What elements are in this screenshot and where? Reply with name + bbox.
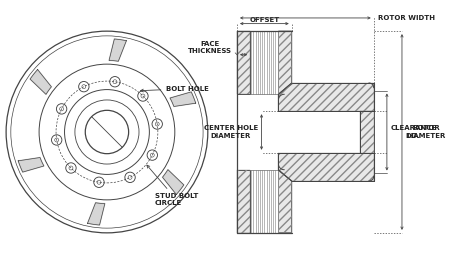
Polygon shape (109, 39, 126, 61)
Polygon shape (30, 69, 51, 94)
Polygon shape (360, 111, 374, 153)
Text: CENTER HOLE
DIAMETER: CENTER HOLE DIAMETER (203, 125, 258, 139)
Polygon shape (237, 31, 250, 94)
Text: OFFSET: OFFSET (249, 17, 279, 23)
Text: CLEARANCE
I.D.: CLEARANCE I.D. (391, 125, 437, 139)
Text: STUD BOLT
CIRCLE: STUD BOLT CIRCLE (147, 165, 198, 206)
Text: BOLT HOLE: BOLT HOLE (140, 86, 209, 92)
Text: FACE
THICKNESS: FACE THICKNESS (188, 41, 232, 54)
Polygon shape (279, 153, 374, 181)
Text: ROTOR
DIAMETER: ROTOR DIAMETER (406, 125, 446, 139)
Polygon shape (170, 92, 196, 106)
Polygon shape (88, 203, 105, 225)
Text: ROTOR WIDTH: ROTOR WIDTH (378, 15, 436, 21)
Polygon shape (279, 170, 292, 233)
Polygon shape (279, 83, 374, 111)
Polygon shape (18, 158, 44, 172)
Polygon shape (162, 170, 184, 195)
Polygon shape (237, 170, 250, 233)
Polygon shape (279, 31, 292, 94)
